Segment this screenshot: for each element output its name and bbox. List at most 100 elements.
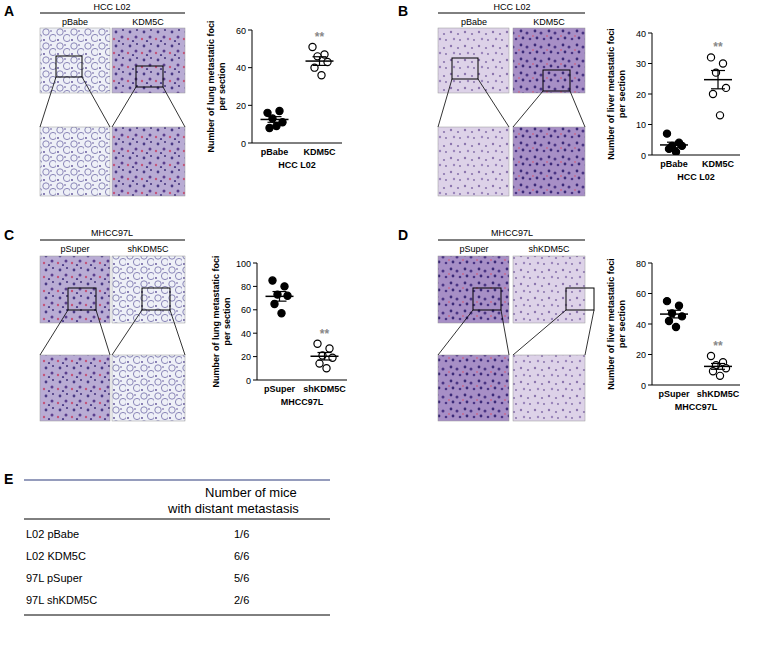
y-axis-label: Number of liver metastatic fociper secti…	[606, 28, 627, 160]
y-tick	[648, 124, 652, 125]
error-cap	[667, 317, 681, 318]
dot-plot: 020406080100Number of lung metastatic fo…	[211, 255, 347, 407]
panel-letter: B	[398, 3, 408, 19]
y-tick	[248, 67, 252, 68]
image-label: shKDM5C	[528, 244, 570, 254]
panel-letter: E	[4, 471, 13, 487]
y-tick-label: 100	[236, 259, 251, 269]
significance: **	[713, 40, 723, 54]
y-axis-label: Number of liver metastatic fociper secti…	[606, 258, 627, 390]
zoom-connector	[82, 77, 110, 127]
data-point	[672, 148, 679, 155]
dot-plot: 010203040Number of liver metastatic foci…	[606, 28, 740, 182]
zoom-box	[566, 288, 594, 310]
x-axis	[252, 143, 342, 144]
zoom-connector	[478, 79, 509, 127]
y-tick	[648, 155, 652, 156]
micrograph	[112, 256, 185, 323]
y-tick	[253, 356, 257, 357]
zoom-connector	[112, 87, 136, 127]
y-tick-label: 80	[241, 282, 251, 292]
y-tick	[248, 30, 252, 31]
x-axis	[257, 380, 347, 381]
panel-header: MHCC97L	[91, 228, 133, 238]
y-axis-label-line: Number of lung metastatic foci	[206, 20, 216, 152]
error-bar	[324, 353, 325, 360]
y-tick-label: 0	[641, 381, 646, 391]
zoom-connector	[112, 310, 142, 355]
data-point	[278, 310, 285, 317]
zoom-connector	[501, 310, 509, 355]
significance: **	[315, 30, 325, 44]
data-point	[719, 60, 726, 67]
y-tick	[253, 309, 257, 310]
y-axis-label-line: Number of liver metastatic foci	[606, 258, 616, 390]
marks	[660, 54, 732, 155]
zoom-box	[68, 288, 96, 310]
zoom-connector	[40, 310, 68, 355]
image-label: pBabe	[62, 17, 88, 27]
table-cell: 6/6	[234, 550, 249, 562]
table-cell: 1/6	[234, 528, 249, 540]
image-label: KDM5C	[132, 17, 164, 27]
y-tick-label: 60	[236, 26, 246, 36]
y-tick	[648, 33, 652, 34]
x-tick-label: KDM5C	[702, 159, 735, 169]
x-tick-label: shKDM5C	[303, 384, 346, 394]
data-point	[276, 107, 283, 114]
data-point	[326, 345, 333, 352]
y-tick-label: 20	[236, 101, 246, 111]
panel-letter: C	[4, 227, 14, 243]
x-axis	[652, 155, 740, 156]
y-tick	[648, 354, 652, 355]
y-tick-label: 60	[241, 305, 251, 315]
panel-header: MHCC97L	[491, 228, 533, 238]
error-cap	[667, 147, 681, 148]
data-point	[323, 365, 330, 372]
zoom-box	[543, 70, 570, 91]
marks	[266, 277, 339, 372]
panel-letter: A	[4, 3, 14, 19]
table-cell: 5/6	[234, 572, 249, 584]
y-tick	[648, 263, 652, 264]
dot-plot: 0204060Number of lung metastatic fociper…	[206, 20, 342, 170]
zoom-connector	[170, 310, 185, 355]
micrograph-zoom	[112, 355, 185, 421]
header-rule	[40, 13, 185, 14]
y-tick-label: 10	[636, 120, 646, 130]
micrograph-zoom	[513, 127, 585, 196]
x-tick-label: shKDM5C	[697, 389, 740, 399]
micrograph-zoom	[40, 127, 110, 196]
data-point	[707, 54, 714, 61]
panel-letter: D	[398, 227, 408, 243]
y-tick	[648, 63, 652, 64]
significance: **	[713, 339, 723, 353]
micrograph-zoom	[438, 355, 509, 421]
micrograph	[438, 256, 509, 323]
y-tick-label: 80	[636, 259, 646, 269]
error-cap	[711, 70, 725, 71]
data-point	[709, 90, 716, 97]
table-cell: L02 KDM5C	[26, 550, 86, 562]
x-tick-label: pSuper	[658, 389, 690, 399]
data-point	[269, 277, 276, 284]
zoom-connector	[96, 310, 110, 355]
table-cell: 2/6	[234, 594, 249, 606]
table-cell: 97L shKDM5C	[26, 594, 97, 606]
micrograph	[513, 256, 585, 323]
data-point	[273, 122, 280, 129]
y-tick-label: 20	[241, 352, 251, 362]
data-point	[675, 302, 682, 309]
y-tick	[648, 324, 652, 325]
data-point	[678, 142, 685, 149]
micrograph	[112, 28, 185, 93]
x-axis	[652, 385, 740, 386]
zoom-box	[136, 66, 163, 87]
data-point	[318, 72, 325, 79]
error-bar	[274, 117, 275, 123]
y-axis-label-line: Number of liver metastatic foci	[606, 28, 616, 160]
data-point	[716, 372, 723, 379]
y-tick-label: 60	[636, 289, 646, 299]
header-rule	[438, 240, 585, 241]
y-tick	[253, 263, 257, 264]
